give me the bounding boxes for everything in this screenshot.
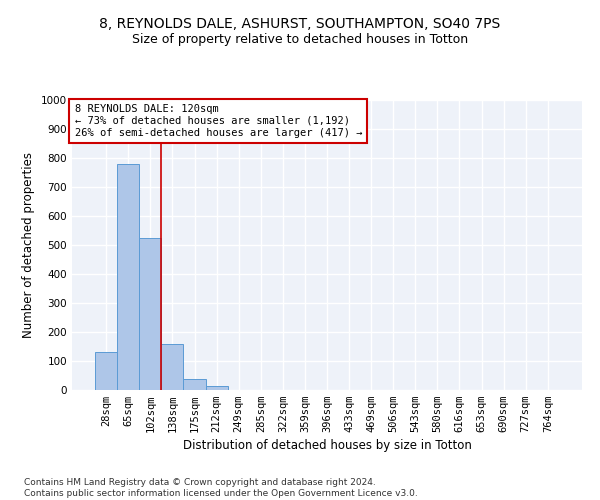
Bar	[139, 238, 161, 390]
Text: Contains HM Land Registry data © Crown copyright and database right 2024.
Contai: Contains HM Land Registry data © Crown c…	[24, 478, 418, 498]
Text: 8, REYNOLDS DALE, ASHURST, SOUTHAMPTON, SO40 7PS: 8, REYNOLDS DALE, ASHURST, SOUTHAMPTON, …	[100, 18, 500, 32]
Bar	[95, 352, 117, 390]
Text: Size of property relative to detached houses in Totton: Size of property relative to detached ho…	[132, 32, 468, 46]
Bar	[184, 379, 206, 390]
Text: 8 REYNOLDS DALE: 120sqm
← 73% of detached houses are smaller (1,192)
26% of semi: 8 REYNOLDS DALE: 120sqm ← 73% of detache…	[74, 104, 362, 138]
Bar	[117, 164, 139, 390]
X-axis label: Distribution of detached houses by size in Totton: Distribution of detached houses by size …	[182, 440, 472, 452]
Y-axis label: Number of detached properties: Number of detached properties	[22, 152, 35, 338]
Bar	[161, 344, 184, 390]
Bar	[206, 386, 227, 390]
